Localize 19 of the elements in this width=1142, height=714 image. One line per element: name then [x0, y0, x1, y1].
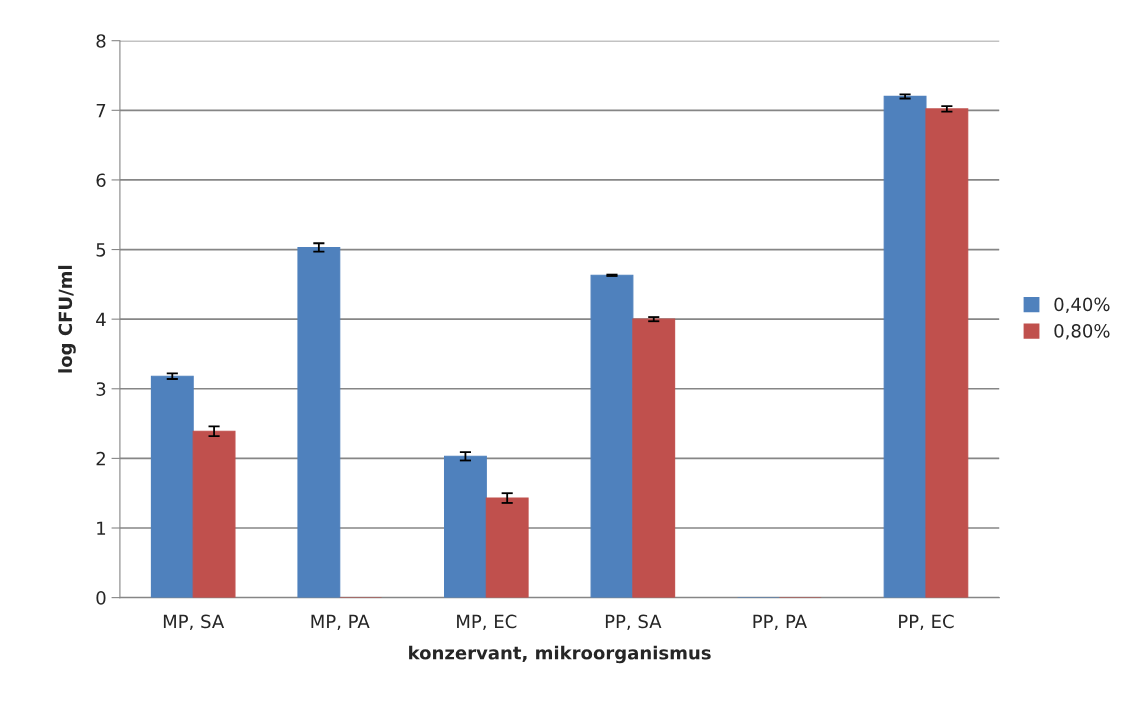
y-tick-label: 3: [96, 382, 106, 396]
x-tick-label: MP, EC: [457, 614, 517, 631]
x-axis-title: konzervant, mikroorganismus: [409, 645, 711, 664]
y-tick-label: 6: [96, 173, 106, 188]
x-tick-label: MP, SA: [163, 614, 225, 631]
y-tick-label: 1: [97, 521, 106, 535]
y-axis-title: log CFU/ml: [58, 265, 76, 373]
y-tick-label: 8: [96, 34, 106, 48]
x-tick-label: PP, EC: [899, 614, 954, 631]
y-tick-label: 2: [96, 451, 105, 466]
y-tick-label: 0: [96, 591, 106, 605]
legend-label: 0,40%: [1054, 297, 1110, 313]
y-tick-label: 4: [96, 312, 106, 327]
y-tick-label: 7: [96, 104, 106, 118]
x-tick-label: MP, PA: [311, 614, 370, 631]
x-tick-label: PP, PA: [753, 614, 807, 631]
x-tick-label: PP, SA: [605, 614, 662, 631]
legend-label: 0,80%: [1054, 323, 1110, 340]
y-tick-label: 5: [96, 243, 106, 257]
